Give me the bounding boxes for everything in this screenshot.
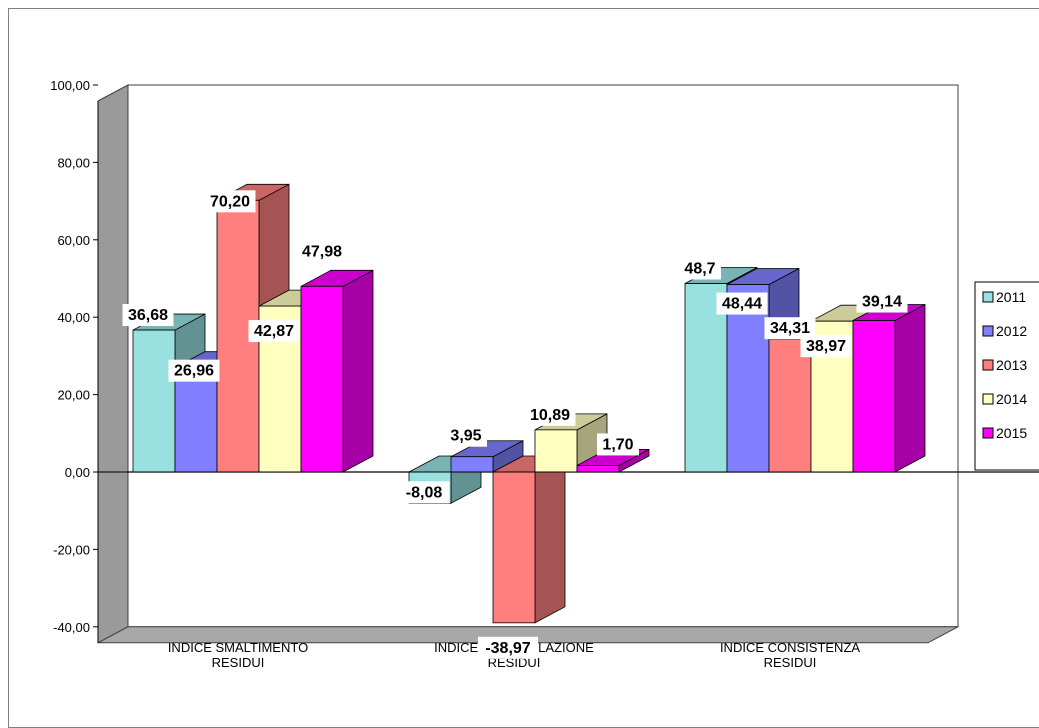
data-label-text: 47,98 bbox=[302, 243, 342, 260]
data-label: 3,95 bbox=[445, 424, 487, 447]
bar-front bbox=[768, 338, 812, 473]
data-label-text: -38,97 bbox=[485, 640, 530, 657]
data-label-text: 26,96 bbox=[174, 363, 214, 380]
data-label-bg bbox=[445, 424, 487, 447]
bar-side bbox=[534, 455, 566, 624]
data-label-text: -8,08 bbox=[406, 484, 443, 501]
side-wall bbox=[97, 84, 129, 644]
data-label: -8,08 bbox=[398, 481, 450, 504]
bar-front bbox=[726, 284, 770, 473]
bar-front bbox=[450, 456, 494, 473]
data-label-text: 3,95 bbox=[450, 428, 481, 445]
data-label-bg bbox=[168, 359, 220, 382]
category-label-line: RESIDUI bbox=[764, 655, 817, 670]
y-tick-label: 40,00 bbox=[57, 310, 90, 325]
y-tick-label: 20,00 bbox=[57, 388, 90, 403]
legend-label: 2011 bbox=[996, 289, 1026, 305]
y-tick-label: 80,00 bbox=[57, 155, 90, 170]
data-label-text: 70,20 bbox=[210, 193, 250, 210]
legend-swatch bbox=[982, 393, 994, 405]
data-label-bg bbox=[800, 335, 852, 358]
data-label-text: 38,97 bbox=[806, 338, 846, 355]
bar-front bbox=[132, 329, 176, 473]
data-label-bg bbox=[248, 320, 300, 343]
data-label-bg bbox=[597, 433, 639, 456]
data-label-text: 36,68 bbox=[128, 307, 168, 324]
legend-swatch bbox=[982, 291, 994, 303]
bar-front bbox=[174, 367, 218, 473]
legend-swatch bbox=[982, 325, 994, 337]
data-label: -38,97 bbox=[478, 636, 538, 659]
bar bbox=[852, 303, 926, 473]
legend-swatch bbox=[982, 427, 994, 439]
bar bbox=[492, 455, 566, 624]
data-label: 47,98 bbox=[296, 240, 348, 263]
bar-front bbox=[300, 285, 344, 473]
data-label-text: 48,44 bbox=[722, 296, 762, 313]
bar-side bbox=[342, 269, 374, 473]
data-label: 48,44 bbox=[716, 292, 768, 315]
y-tick-label: -20,00 bbox=[53, 542, 90, 557]
legend: 2011 2012 2013 2014 2015 bbox=[974, 281, 1039, 471]
data-label-bg bbox=[478, 636, 538, 659]
data-label-bg bbox=[296, 240, 348, 263]
data-label: 42,87 bbox=[248, 320, 300, 343]
y-tick-label: 0,00 bbox=[65, 465, 90, 480]
bar-side bbox=[894, 303, 926, 473]
data-label: 1,70 bbox=[597, 433, 639, 456]
category-label: INDICE CONSISTENZA RESIDUI bbox=[720, 640, 860, 670]
legend-label: 2013 bbox=[996, 357, 1027, 373]
data-label: 36,68 bbox=[122, 304, 174, 327]
y-axis: 100,00 80,00 60,00 40,00 20,00 0,00 -20,00 -40,… bbox=[50, 78, 99, 643]
legend-box bbox=[974, 281, 1039, 471]
data-label-bg bbox=[398, 481, 450, 504]
data-label-text: 42,87 bbox=[254, 323, 294, 340]
data-label: 10,89 bbox=[524, 403, 576, 426]
data-label: 48,7 bbox=[679, 257, 721, 280]
data-label-bg bbox=[204, 190, 256, 213]
bar-front bbox=[684, 283, 728, 473]
legend-label: 2015 bbox=[996, 425, 1027, 441]
data-label-text: 1,70 bbox=[602, 436, 633, 453]
bar-front bbox=[576, 465, 620, 473]
y-tick-label: 60,00 bbox=[57, 233, 90, 248]
data-label-bg bbox=[856, 290, 908, 313]
category-label-line: INDICE CONSISTENZA bbox=[720, 640, 860, 655]
data-label-text: 39,14 bbox=[862, 294, 902, 311]
data-label-bg bbox=[524, 403, 576, 426]
legend-label: 2014 bbox=[996, 391, 1027, 407]
data-label-bg bbox=[716, 292, 768, 315]
category-label-line: INDICE SMALTIMENTO bbox=[168, 640, 308, 655]
data-label-bg bbox=[122, 304, 174, 327]
floor bbox=[97, 626, 959, 644]
data-label: 38,97 bbox=[800, 335, 852, 358]
data-label: 70,20 bbox=[204, 190, 256, 213]
data-label-text: 34,31 bbox=[770, 320, 810, 337]
category-label-line: RESIDUI bbox=[212, 655, 265, 670]
category-label: INDICE SMALTIMENTO RESIDUI bbox=[168, 640, 308, 670]
y-tick-label: -40,00 bbox=[53, 620, 90, 635]
legend-label: 2012 bbox=[996, 323, 1027, 339]
y-tick-label: 100,00 bbox=[50, 78, 90, 93]
legend-swatch bbox=[982, 359, 994, 371]
data-label-bg bbox=[764, 317, 816, 340]
data-label-text: 10,89 bbox=[530, 407, 570, 424]
data-label-bg bbox=[679, 257, 721, 280]
bar-chart-3d: 100,00 80,00 60,00 40,00 20,00 0,00 -20,00 -40,… bbox=[50, 78, 1039, 670]
data-labels: 36,68 -8,08 48,7 26,96 3,95 48,44 70,20 -38,97 3… bbox=[122, 190, 908, 659]
data-label: 34,31 bbox=[764, 317, 816, 340]
data-label: 26,96 bbox=[168, 359, 220, 382]
data-label: 39,14 bbox=[856, 290, 908, 313]
data-label-text: 48,7 bbox=[684, 261, 715, 278]
bar-front bbox=[492, 471, 536, 624]
bar-front bbox=[534, 429, 578, 473]
bar bbox=[300, 269, 374, 473]
bar-front bbox=[852, 320, 896, 473]
